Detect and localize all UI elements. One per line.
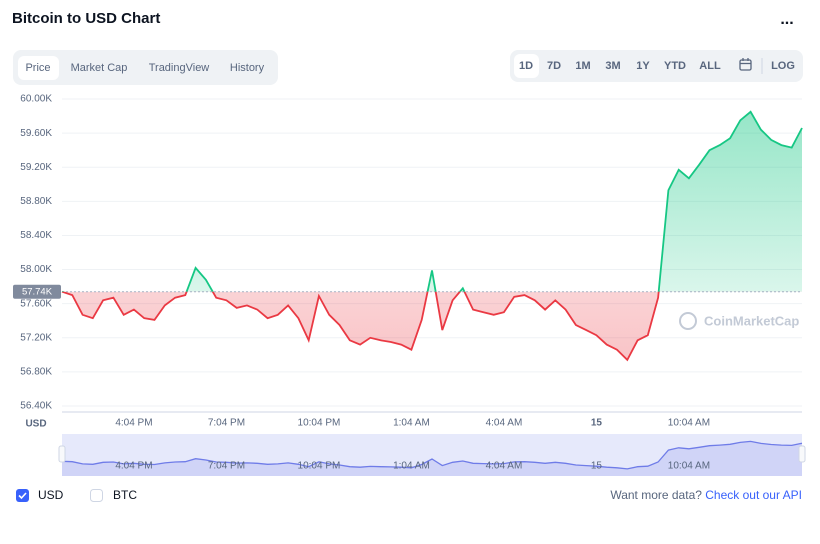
x-tick-label: 7:04 PM (208, 418, 245, 429)
y-tick-label: 59.60K (20, 128, 52, 139)
y-tick-label: 57.60K (20, 298, 52, 309)
usd-checkbox[interactable] (16, 489, 29, 502)
y-tick-label: 57.20K (20, 332, 52, 343)
x-tick-label: 10:04 PM (298, 418, 341, 429)
range-button[interactable]: 1M (575, 60, 590, 72)
calendar-icon[interactable] (739, 58, 752, 71)
usd-label: USD (38, 488, 64, 502)
y-tick-label: 56.80K (20, 367, 52, 378)
navigator-handle[interactable] (58, 445, 66, 463)
navigator-tick-label: 1:04 AM (393, 461, 430, 472)
navigator-area (62, 441, 802, 476)
tab[interactable]: History (230, 62, 265, 74)
btc-label: BTC (113, 488, 137, 502)
x-tick-label: 1:04 AM (393, 418, 430, 429)
y-tick-label: 58.40K (20, 230, 52, 241)
api-link[interactable]: Check out our API (705, 488, 802, 502)
footer-prompt: Want more data? (610, 488, 702, 502)
watermark: CoinMarketCap (704, 313, 799, 328)
menu-button[interactable]: ... (780, 11, 793, 28)
y-tick-label: 58.00K (20, 264, 52, 275)
x-tick-label: 4:04 PM (115, 418, 152, 429)
x-tick-label: 4:04 AM (486, 418, 523, 429)
range-button[interactable]: 3M (605, 60, 620, 72)
x-tick-label: 10:04 AM (668, 418, 710, 429)
log-toggle[interactable]: LOG (771, 60, 795, 72)
price-line-down (61, 291, 660, 362)
navigator-tick-label: 7:04 PM (208, 461, 245, 472)
active-range (514, 54, 539, 78)
area-down (62, 291, 802, 360)
navigator-tick-label: 4:04 PM (115, 461, 152, 472)
tab[interactable]: Market Cap (71, 62, 128, 74)
navigator-tick-label: 10:04 AM (668, 461, 710, 472)
range-button[interactable]: 7D (547, 60, 561, 72)
baseline-tag (13, 284, 61, 299)
btc-checkbox[interactable] (90, 489, 103, 502)
navigator-tick-label: 10:04 PM (298, 461, 341, 472)
y-tick-label: 58.80K (20, 196, 52, 207)
check-mark (18, 492, 27, 500)
range-bar (510, 50, 803, 82)
y-tick-label: 56.40K (20, 401, 52, 412)
watermark-logo (679, 312, 697, 330)
range-button[interactable]: 1D (519, 60, 533, 72)
footer: Want more data? Check out our API (610, 488, 802, 502)
tab[interactable]: Price (25, 62, 50, 74)
tab[interactable]: TradingView (149, 62, 210, 74)
tab-bar (13, 50, 278, 85)
price-line-up (61, 110, 803, 292)
x-tick-label: 15 (591, 418, 603, 429)
range-button[interactable]: ALL (699, 60, 721, 72)
range-button[interactable]: YTD (664, 60, 686, 72)
baseline-label: 57.74K (22, 287, 53, 298)
y-tick-label: 59.20K (20, 162, 52, 173)
navigator-tick-label: 4:04 AM (486, 461, 523, 472)
active-tab (18, 56, 59, 80)
title: Bitcoin to USD Chart (12, 10, 160, 27)
y-axis-label: USD (25, 419, 46, 430)
plot: 56.40K 56.80K 57.20K 57.60K 58.00K 58.40K 58.8… (13, 94, 806, 476)
y-tick-label: 60.00K (20, 94, 52, 105)
range-button[interactable]: 1Y (636, 60, 650, 72)
navigator-tick-label: 15 (591, 461, 603, 472)
navigator-line (61, 440, 803, 470)
navigator-handle[interactable] (798, 445, 806, 463)
area-up (62, 111, 802, 292)
